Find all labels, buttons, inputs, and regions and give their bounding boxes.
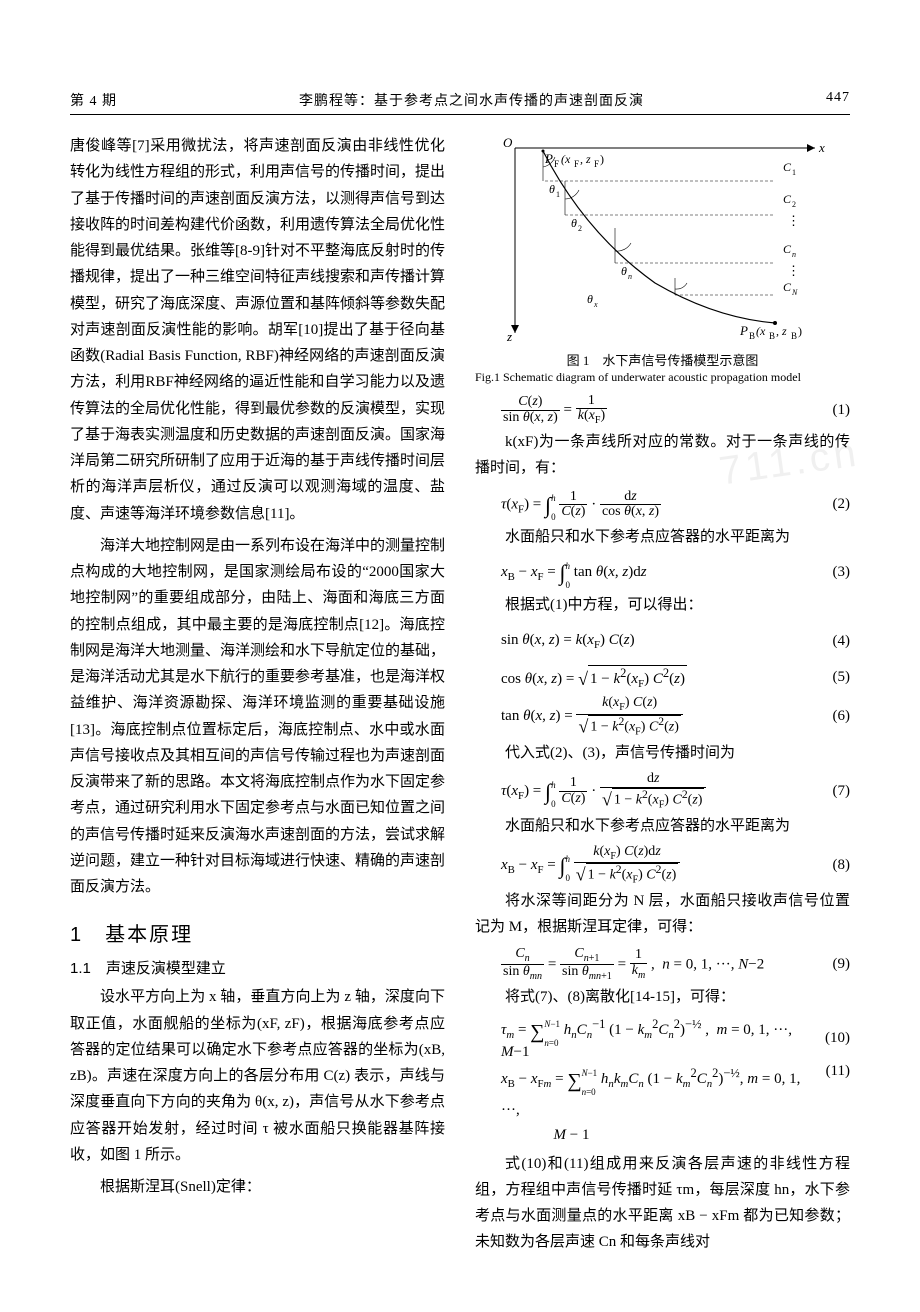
paragraph: 根据斯涅耳(Snell)定律：	[70, 1174, 445, 1200]
svg-text:): )	[600, 152, 604, 166]
svg-text:F: F	[594, 159, 599, 169]
svg-text:B: B	[769, 331, 775, 341]
svg-text:C: C	[783, 242, 792, 256]
equation-7: τ(xF) = ∫h0 1C(z) · dz √1 − k2(xF) C2(z)…	[475, 772, 850, 811]
left-column: 唐俊峰等[7]采用微扰法，将声速剖面反演由非线性优化转化为线性方程组的形式，利用…	[70, 133, 445, 1262]
svg-text:(x: (x	[561, 152, 571, 166]
header-title: 李鹏程等：基于参考点之间水声传播的声速剖面反演	[117, 90, 826, 110]
page-header: 第 4 期 李鹏程等：基于参考点之间水声传播的声速剖面反演 447	[70, 90, 850, 115]
equation-1: C(z)sin θ(x, z) = 1k(xF) (1)	[475, 393, 850, 427]
subsection-heading: 1.1 声速反演模型建立	[70, 957, 445, 978]
paragraph: 代入式(2)、(3)，声信号传播时间为	[475, 740, 850, 766]
svg-text:P: P	[544, 151, 553, 166]
svg-text:N: N	[791, 288, 798, 297]
figure-caption-en: Fig.1 Schematic diagram of underwater ac…	[475, 369, 850, 385]
figure-caption-cn: 图 1 水下声信号传播模型示意图	[475, 350, 850, 369]
svg-text:F: F	[554, 159, 559, 169]
svg-text:θ: θ	[571, 216, 577, 230]
paragraph: 根据式(1)中方程，可以得出：	[475, 592, 850, 618]
svg-text:1: 1	[792, 168, 796, 177]
propagation-diagram: O x z P F (x F , z F )	[475, 133, 835, 343]
paragraph: 水面船只和水下参考点应答器的水平距离为	[475, 524, 850, 550]
svg-text:): )	[798, 324, 802, 338]
axis-origin-label: O	[503, 135, 513, 150]
svg-text:F: F	[574, 159, 579, 169]
paragraph: 海洋大地控制网是由一系列布设在海洋中的测量控制点构成的大地控制网，是国家测绘局布…	[70, 533, 445, 901]
equation-5: cos θ(x, z) = √1 − k2(xF) C2(z) (5)	[475, 660, 850, 694]
svg-text:⋮: ⋮	[787, 263, 800, 278]
paragraph: 式(10)和(11)组成用来反演各层声速的非线性方程组，方程组中声信号传播时延 …	[475, 1151, 850, 1256]
svg-text:x: x	[593, 300, 598, 309]
equation-8: xB − xF = ∫h0 k(xF) C(z)dz √1 − k2(xF) C…	[475, 845, 850, 886]
paragraph: 将式(7)、(8)离散化[14-15]，可得：	[475, 984, 850, 1010]
svg-text:n: n	[628, 272, 632, 281]
paragraph: 水面船只和水下参考点应答器的水平距离为	[475, 813, 850, 839]
svg-text:C: C	[783, 160, 792, 174]
equation-10: τm = ∑N−1n=0 hnCn−1 (1 − km2Cn2)−½ , m =…	[475, 1017, 850, 1061]
svg-text:2: 2	[792, 200, 796, 209]
svg-text:⋮: ⋮	[787, 213, 800, 228]
svg-text:P: P	[739, 323, 748, 338]
equation-3: xB − xF = ∫h0 tan θ(x, z)dz (3)	[475, 556, 850, 590]
svg-text:C: C	[783, 192, 792, 206]
figure-1: O x z P F (x F , z F )	[475, 133, 850, 385]
svg-text:1: 1	[556, 190, 560, 199]
svg-text:θ: θ	[549, 182, 555, 196]
svg-text:2: 2	[578, 224, 582, 233]
page: 第 4 期 李鹏程等：基于参考点之间水声传播的声速剖面反演 447 唐俊峰等[7…	[0, 0, 920, 1312]
svg-text:C: C	[783, 280, 792, 294]
paragraph: k(xF)为一条声线所对应的常数。对于一条声线的传播时间，有：	[475, 429, 850, 482]
equation-2: τ(xF) = ∫h0 1C(z) · dzcos θ(x, z) (2)	[475, 488, 850, 522]
two-column-layout: 唐俊峰等[7]采用微扰法，将声速剖面反演由非线性优化转化为线性方程组的形式，利用…	[70, 133, 850, 1262]
paragraph: 设水平方向上为 x 轴，垂直方向上为 z 轴，深度向下取正值，水面舰船的坐标为(…	[70, 984, 445, 1168]
equation-9: Cnsin θmn = Cn+1sin θmn+1 = 1km , n = 0,…	[475, 947, 850, 983]
svg-text:θ: θ	[621, 264, 627, 278]
header-pagenum: 447	[826, 90, 850, 110]
section-heading: 1 基本原理	[70, 918, 445, 947]
svg-text:B: B	[749, 331, 755, 341]
svg-text:(x: (x	[756, 324, 766, 338]
right-column: O x z P F (x F , z F )	[475, 133, 850, 1262]
svg-text:n: n	[792, 250, 796, 259]
equation-6: tan θ(x, z) = k(xF) C(z) √1 − k2(xF) C2(…	[475, 696, 850, 737]
header-issue: 第 4 期	[70, 90, 117, 110]
axis-z-label: z	[506, 329, 512, 343]
equation-11: xB − xFm = ∑N−1n=0 hnkmCn (1 − km2Cn2)−½…	[475, 1063, 850, 1149]
axis-x-label: x	[818, 140, 825, 155]
paragraph: 唐俊峰等[7]采用微扰法，将声速剖面反演由非线性优化转化为线性方程组的形式，利用…	[70, 133, 445, 527]
equation-4: sin θ(x, z) = k(xF) C(z) (4)	[475, 624, 850, 658]
svg-text:, z: , z	[776, 324, 787, 338]
svg-text:θ: θ	[587, 292, 593, 306]
paragraph: 将水深等间距分为 N 层，水面船只接收声信号位置记为 M，根据斯涅耳定律，可得：	[475, 888, 850, 941]
svg-text:, z: , z	[580, 152, 591, 166]
svg-text:B: B	[791, 331, 797, 341]
